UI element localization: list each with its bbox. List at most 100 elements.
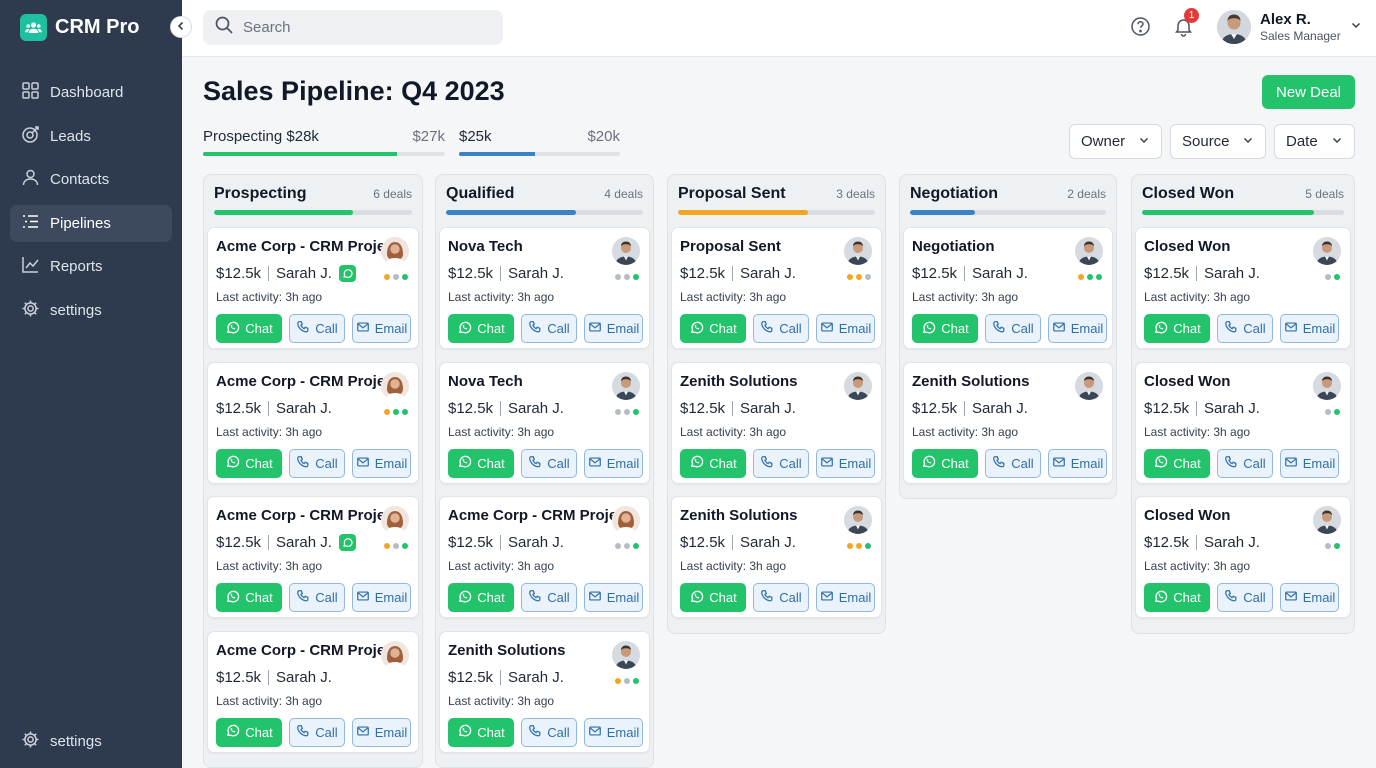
deal-card[interactable]: Zenith Solutions $12.5k Sarah J. Last ac… xyxy=(903,361,1113,484)
email-button[interactable]: Email xyxy=(1280,314,1339,343)
deal-card[interactable]: Acme Corp - CRM Project $12.5k Sarah J. … xyxy=(207,227,419,349)
card-actions: Chat Call Email xyxy=(216,314,411,343)
chat-button[interactable]: Chat xyxy=(1144,448,1210,478)
deal-card[interactable]: Closed Won $12.5k Sarah J. Last activity… xyxy=(1135,496,1351,618)
sidebar-item-pipelines[interactable]: Pipelines xyxy=(10,204,172,242)
deal-card[interactable]: Proposal Sent $12.5k Sarah J. Last activ… xyxy=(671,227,882,349)
chat-button[interactable]: Chat xyxy=(448,448,514,478)
email-button[interactable]: Email xyxy=(816,314,875,343)
call-button[interactable]: Call xyxy=(289,583,345,612)
email-button[interactable]: Email xyxy=(352,717,411,747)
email-button[interactable]: Email xyxy=(816,583,875,612)
deal-card[interactable]: Closed Won $12.5k Sarah J. Last activity… xyxy=(1135,361,1351,484)
notifications-button[interactable]: 1 xyxy=(1173,8,1199,42)
call-button[interactable]: Call xyxy=(985,314,1041,343)
chat-button[interactable]: Chat xyxy=(680,583,746,612)
deal-card[interactable]: Zenith Solutions $12.5k Sarah J. Last ac… xyxy=(439,630,650,753)
card-actions: Chat Call Email xyxy=(680,448,875,478)
email-button[interactable]: Email xyxy=(584,314,643,343)
chat-button[interactable]: Chat xyxy=(216,448,282,478)
user-menu[interactable]: Alex R. Sales Manager xyxy=(1217,10,1362,44)
column-progress-fill xyxy=(446,210,577,215)
call-button[interactable]: Call xyxy=(521,717,577,747)
deal-card[interactable]: Zenith Solutions $12.5k Sarah J. Last ac… xyxy=(671,361,882,484)
date-filter[interactable]: Date xyxy=(1274,124,1355,159)
sidebar-item-reports[interactable]: Reports xyxy=(10,248,172,285)
chat-button[interactable]: Chat xyxy=(1144,583,1210,612)
mail-icon xyxy=(356,724,370,741)
chat-button[interactable]: Chat xyxy=(680,448,746,478)
chat-button[interactable]: Chat xyxy=(448,717,514,747)
help-button[interactable] xyxy=(1130,16,1151,42)
deal-card[interactable]: Acme Corp - CRM Project $12.5k Sarah J. … xyxy=(207,630,419,753)
email-button[interactable]: Email xyxy=(584,448,643,478)
call-button[interactable]: Call xyxy=(753,448,809,478)
target-icon xyxy=(21,125,40,148)
call-button[interactable]: Call xyxy=(753,583,809,612)
chat-label: Chat xyxy=(245,590,273,605)
email-button[interactable]: Email xyxy=(584,583,643,612)
deal-card[interactable]: Acme Corp - CRM Project $12.5k Sarah J. … xyxy=(207,361,419,484)
status-dot xyxy=(856,543,862,549)
deal-value: $12.5k xyxy=(448,668,494,686)
email-button[interactable]: Email xyxy=(1048,448,1107,478)
email-button[interactable]: Email xyxy=(352,314,411,343)
call-button[interactable]: Call xyxy=(289,448,345,478)
sidebar-item-settings-bottom[interactable]: settings xyxy=(10,723,172,760)
sidebar-item-contacts[interactable]: Contacts xyxy=(10,161,172,198)
email-button[interactable]: Email xyxy=(352,583,411,612)
phone-icon xyxy=(992,455,1006,472)
email-button[interactable]: Email xyxy=(1048,314,1107,343)
deal-card[interactable]: Acme Corp - CRM Project $12.5k Sarah J. … xyxy=(439,496,650,618)
call-button[interactable]: Call xyxy=(1217,583,1273,612)
call-button[interactable]: Call xyxy=(985,448,1041,478)
sidebar-item-label: Dashboard xyxy=(50,84,124,101)
deal-card[interactable]: Acme Corp - CRM Project $12.5k Sarah J. … xyxy=(207,496,419,618)
email-button[interactable]: Email xyxy=(584,717,643,747)
column-progress-fill xyxy=(678,210,809,215)
deal-card[interactable]: Nova Tech $12.5k Sarah J. Last activity:… xyxy=(439,361,650,484)
deal-card[interactable]: Negotiation $12.5k Sarah J. Last activit… xyxy=(903,227,1113,349)
chat-button[interactable]: Chat xyxy=(912,448,978,478)
call-button[interactable]: Call xyxy=(289,314,345,343)
chat-button[interactable]: Chat xyxy=(216,717,282,747)
last-activity: Last activity: 3h ago xyxy=(448,424,555,439)
column-header: Proposal Sent 3 deals xyxy=(678,185,875,205)
call-button[interactable]: Call xyxy=(521,314,577,343)
call-button[interactable]: Call xyxy=(753,314,809,343)
call-button[interactable]: Call xyxy=(521,583,577,612)
deal-card[interactable]: Nova Tech $12.5k Sarah J. Last activity:… xyxy=(439,227,650,349)
brand[interactable]: CRM Pro xyxy=(20,14,139,41)
email-button[interactable]: Email xyxy=(1280,583,1339,612)
deal-card[interactable]: Zenith Solutions $12.5k Sarah J. Last ac… xyxy=(671,496,882,618)
search-input[interactable] xyxy=(243,19,483,36)
source-filter[interactable]: Source xyxy=(1170,124,1266,159)
sidebar-item-dashboard[interactable]: Dashboard xyxy=(10,74,172,111)
collapse-sidebar-button[interactable] xyxy=(170,16,192,38)
avatar xyxy=(1217,10,1251,44)
column-header: Qualified 4 deals xyxy=(446,185,643,205)
chat-button[interactable]: Chat xyxy=(448,314,514,343)
gear-icon xyxy=(21,299,40,322)
email-button[interactable]: Email xyxy=(352,448,411,478)
person-icon xyxy=(21,168,40,191)
sidebar-item-settings[interactable]: settings xyxy=(10,292,172,329)
avatar xyxy=(844,506,872,534)
call-button[interactable]: Call xyxy=(1217,314,1273,343)
email-button[interactable]: Email xyxy=(1280,448,1339,478)
chat-button[interactable]: Chat xyxy=(1144,314,1210,343)
column-progress-fill xyxy=(910,210,975,215)
call-button[interactable]: Call xyxy=(521,448,577,478)
chat-button[interactable]: Chat xyxy=(680,314,746,343)
chat-button[interactable]: Chat xyxy=(912,314,978,343)
call-button[interactable]: Call xyxy=(289,717,345,747)
chat-button[interactable]: Chat xyxy=(216,583,282,612)
chat-button[interactable]: Chat xyxy=(216,314,282,343)
email-button[interactable]: Email xyxy=(816,448,875,478)
chat-button[interactable]: Chat xyxy=(448,583,514,612)
deal-card[interactable]: Closed Won $12.5k Sarah J. Last activity… xyxy=(1135,227,1351,349)
sidebar-item-leads[interactable]: Leads xyxy=(10,118,172,155)
owner-filter[interactable]: Owner xyxy=(1069,124,1162,159)
call-button[interactable]: Call xyxy=(1217,448,1273,478)
new-deal-button[interactable]: New Deal xyxy=(1262,75,1355,109)
